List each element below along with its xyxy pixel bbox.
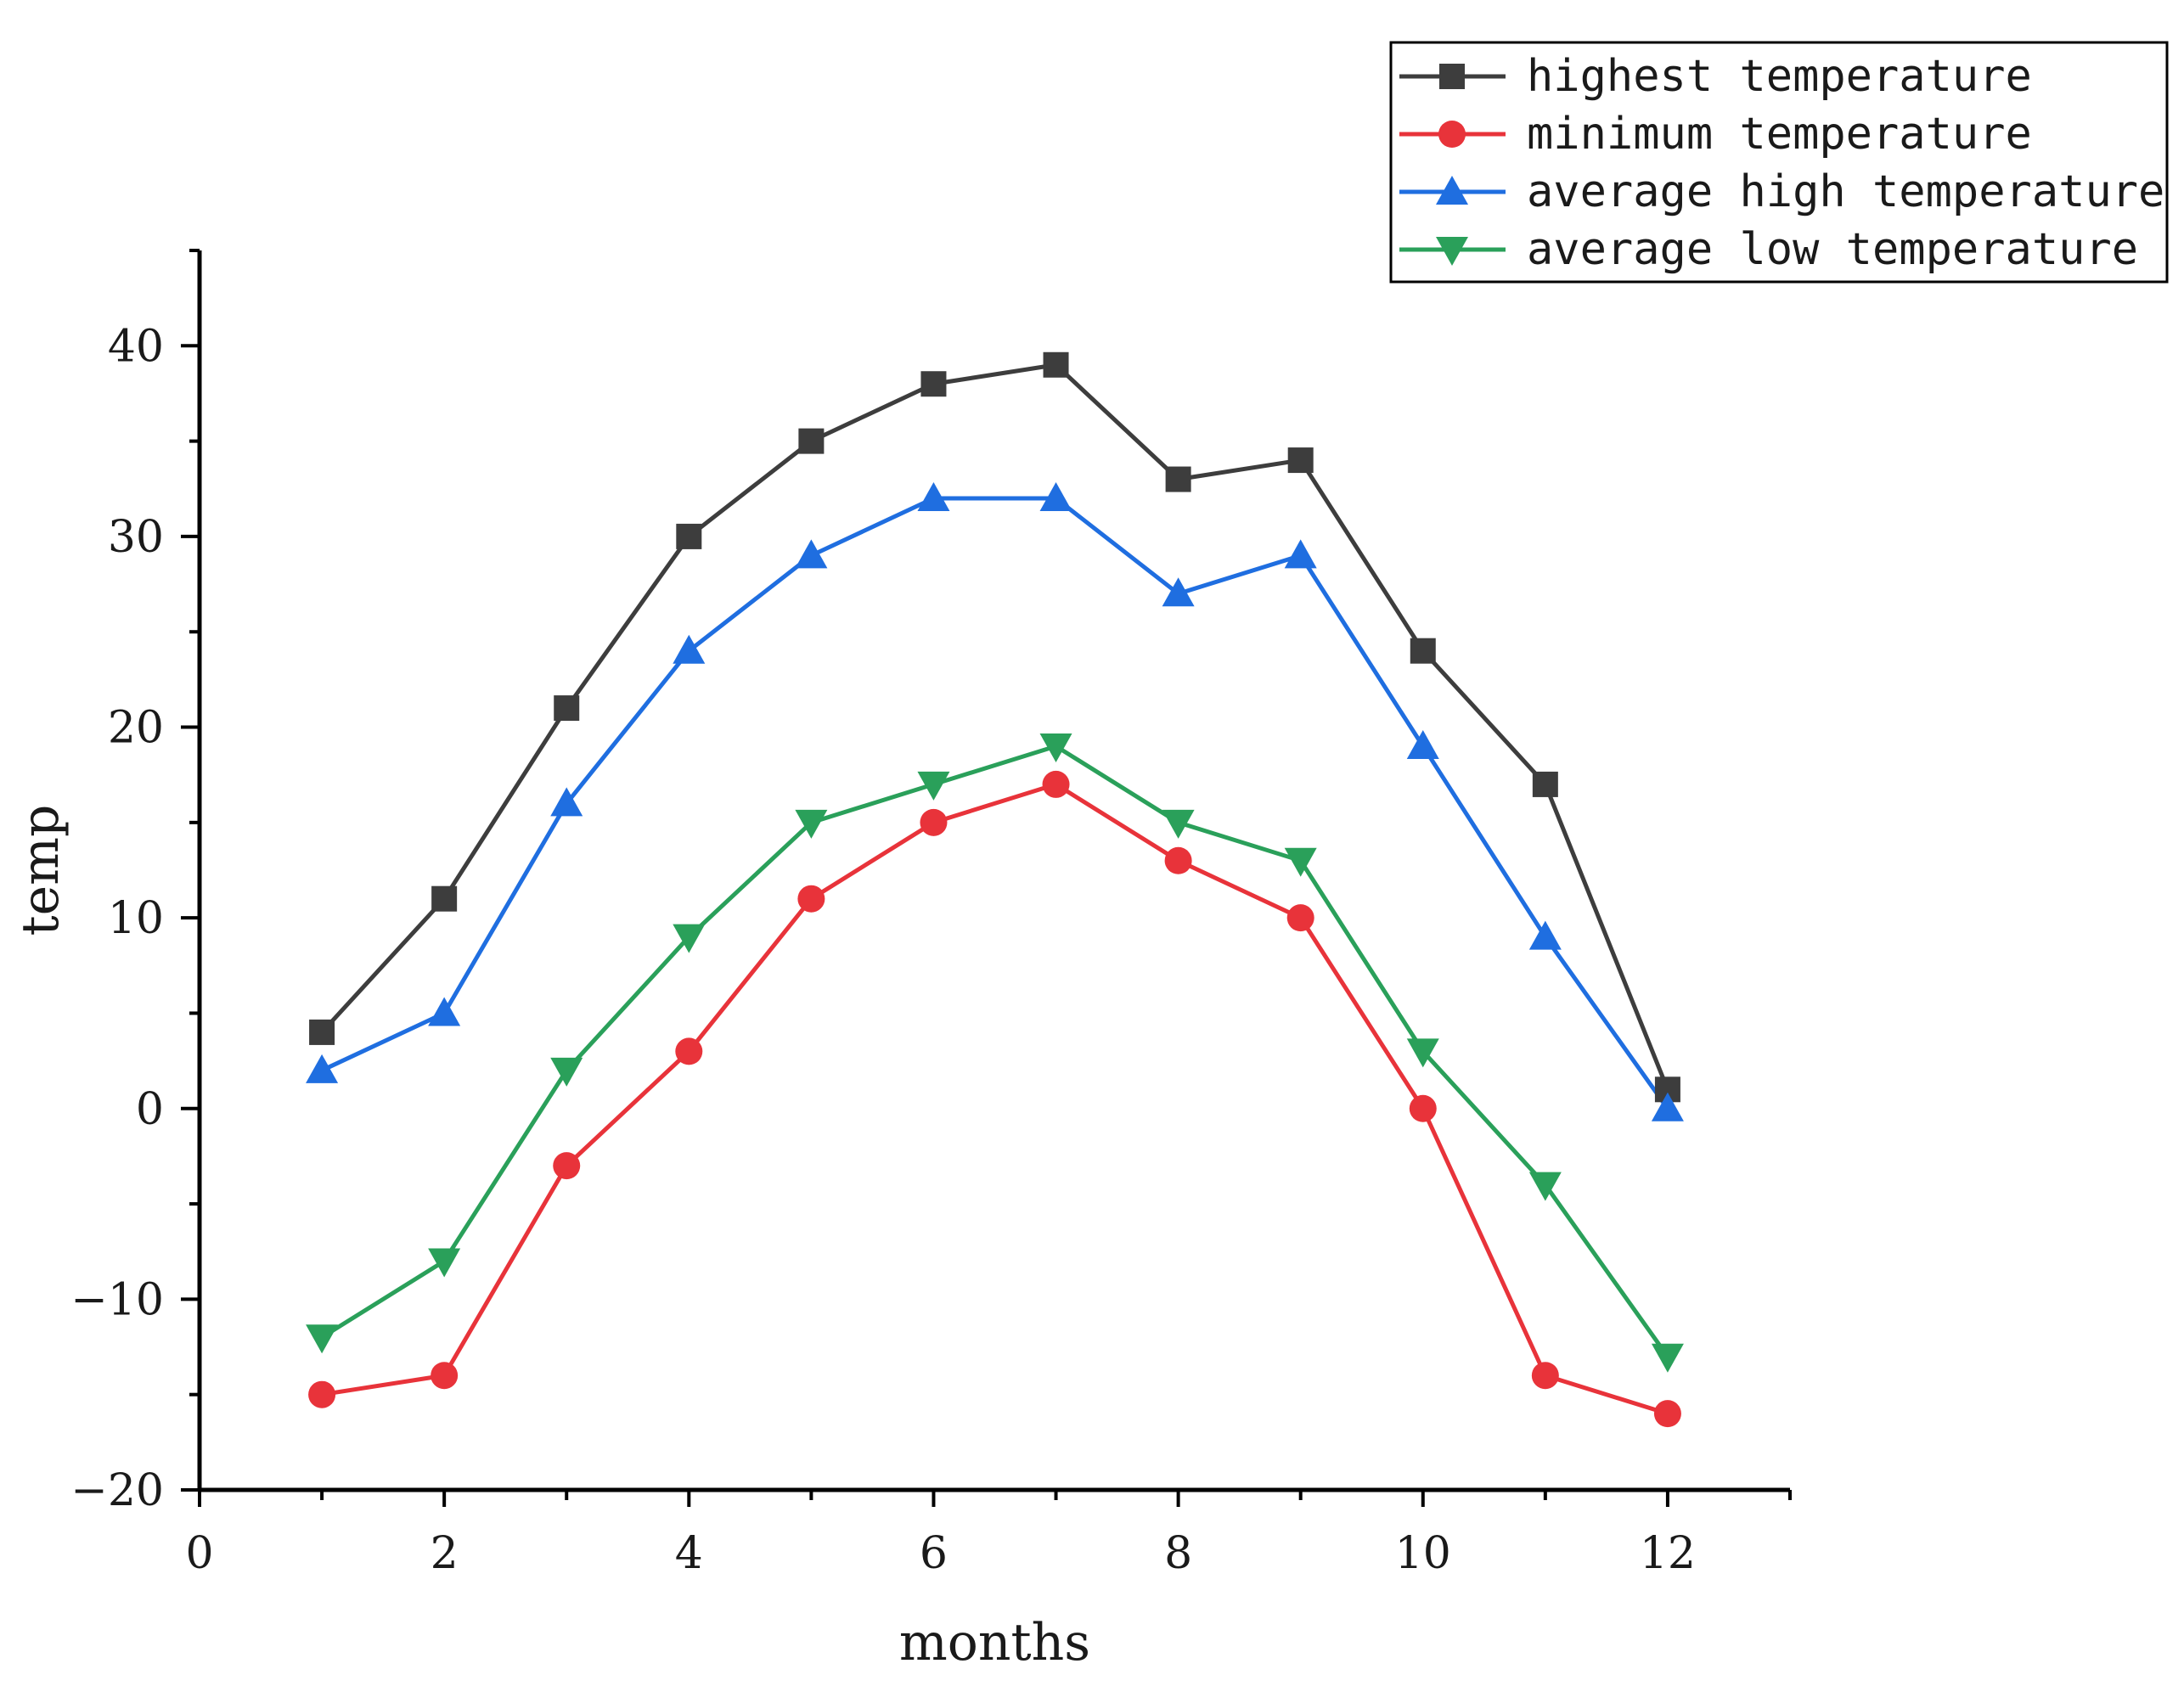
data-point bbox=[308, 1380, 336, 1408]
data-point bbox=[1531, 1362, 1559, 1390]
data-point bbox=[673, 634, 706, 664]
legend-label: highest temperature bbox=[1527, 51, 2032, 102]
y-tick-label: 30 bbox=[108, 512, 164, 563]
data-point bbox=[309, 1019, 335, 1045]
series-line-2 bbox=[321, 496, 1669, 1110]
legend-label: average high temperature bbox=[1527, 166, 2164, 217]
data-point bbox=[1287, 447, 1314, 474]
data-point bbox=[1653, 1400, 1681, 1428]
data-point bbox=[431, 885, 458, 912]
data-point bbox=[1528, 1172, 1562, 1201]
data-point bbox=[1410, 638, 1436, 664]
legend-marker-1 bbox=[1438, 121, 1466, 148]
data-point bbox=[1039, 482, 1072, 511]
data-point bbox=[306, 1324, 339, 1354]
data-point bbox=[1409, 1094, 1437, 1122]
y-tick-label: 0 bbox=[136, 1084, 164, 1135]
data-point bbox=[1284, 539, 1317, 569]
x-tick-label: 12 bbox=[1640, 1528, 1696, 1579]
legend-marker-2 bbox=[1436, 176, 1468, 205]
data-point bbox=[1042, 770, 1070, 798]
data-point bbox=[1651, 1343, 1684, 1373]
data-point bbox=[795, 539, 828, 569]
data-point bbox=[306, 1054, 339, 1083]
y-tick-label: −10 bbox=[70, 1274, 164, 1325]
data-point bbox=[1165, 466, 1191, 492]
data-point bbox=[1039, 733, 1072, 762]
data-point bbox=[797, 885, 825, 913]
x-tick-label: 10 bbox=[1395, 1528, 1451, 1579]
y-tick-label: −20 bbox=[70, 1465, 164, 1516]
data-point bbox=[1406, 1038, 1439, 1068]
data-point bbox=[550, 787, 583, 817]
x-tick-label: 6 bbox=[920, 1528, 948, 1579]
x-axis-title: months bbox=[899, 1613, 1090, 1672]
data-point bbox=[1162, 577, 1195, 607]
legend-marker-3 bbox=[1436, 237, 1468, 266]
data-point bbox=[1651, 1092, 1684, 1121]
data-point bbox=[553, 1152, 581, 1180]
data-point bbox=[1164, 846, 1192, 874]
data-point bbox=[1284, 847, 1317, 877]
data-point bbox=[798, 428, 825, 454]
data-point bbox=[676, 523, 702, 549]
legend-label: minimum temperature bbox=[1527, 109, 2032, 160]
data-point bbox=[675, 1037, 703, 1065]
data-point bbox=[1532, 771, 1558, 797]
y-tick-label: 40 bbox=[108, 321, 164, 372]
series-line-3 bbox=[320, 744, 1669, 1358]
data-point bbox=[917, 771, 950, 801]
data-point bbox=[917, 482, 950, 511]
data-point bbox=[1406, 730, 1439, 759]
series-line-1 bbox=[321, 782, 1669, 1416]
data-point bbox=[1286, 904, 1314, 932]
legend-marker-0 bbox=[1439, 64, 1465, 89]
data-point bbox=[1162, 809, 1195, 839]
legend-label: average low temperature bbox=[1527, 224, 2138, 275]
legend-box bbox=[1389, 41, 2169, 284]
data-point bbox=[795, 809, 828, 839]
x-tick-label: 8 bbox=[1164, 1528, 1192, 1579]
data-point bbox=[920, 371, 947, 397]
data-point bbox=[428, 997, 461, 1026]
data-point bbox=[431, 1362, 459, 1390]
data-point bbox=[1528, 920, 1562, 950]
series-line-0 bbox=[320, 363, 1670, 1091]
y-tick-label: 20 bbox=[108, 703, 164, 754]
data-point bbox=[1043, 351, 1069, 378]
x-tick-label: 4 bbox=[675, 1528, 703, 1579]
x-tick-label: 2 bbox=[431, 1528, 459, 1579]
y-tick-label: 10 bbox=[108, 893, 164, 944]
data-point bbox=[554, 695, 580, 722]
y-axis-title: temp bbox=[11, 805, 70, 936]
data-point bbox=[428, 1248, 461, 1278]
data-point bbox=[673, 924, 706, 953]
data-point bbox=[920, 808, 948, 836]
x-tick-label: 0 bbox=[185, 1528, 213, 1579]
data-point bbox=[550, 1057, 583, 1087]
